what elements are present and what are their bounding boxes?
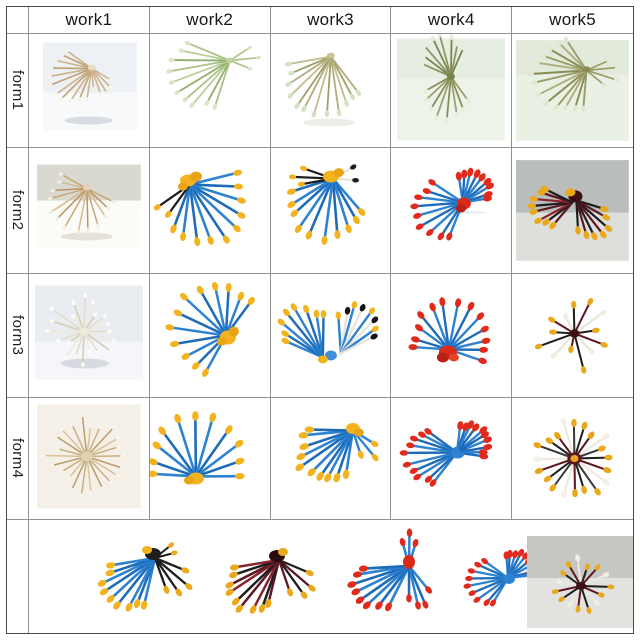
cell-form1-work5: [512, 34, 633, 148]
cell-form3-work4: [391, 274, 513, 398]
cell-form3-work1: [29, 274, 150, 398]
row-header-form4: form4: [7, 398, 29, 520]
cell-form2-work5: [512, 148, 633, 274]
column-header-work1: work1: [29, 7, 150, 34]
cell-form2-work2: [149, 148, 271, 274]
bottom-sculpture-5: [527, 536, 633, 628]
row-header-form3: form3: [7, 274, 29, 398]
column-header-work4: work4: [391, 7, 513, 34]
corner-cell: [7, 7, 29, 34]
cell-form3-work3: [270, 274, 392, 398]
row-header-form1: form1: [7, 34, 29, 148]
comparison-table: work1 work2 work3 work4 work5 form1 form…: [6, 6, 634, 634]
cell-form1-work1: [29, 34, 150, 148]
column-header-work3: work3: [270, 7, 392, 34]
cell-form1-work3: [270, 34, 392, 148]
cell-form1-work4: [391, 34, 513, 148]
bottom-row-label-cell: [7, 520, 29, 633]
bottom-sculpture-1: [63, 530, 201, 630]
bottom-sculpture-2: [189, 532, 331, 630]
cell-form3-work5: [512, 274, 633, 398]
bottom-row-merged-cell: [29, 520, 633, 633]
cell-form4-work3: [270, 398, 392, 520]
cell-form4-work2: [149, 398, 271, 520]
bottom-sculpture-3: [321, 526, 451, 630]
column-header-work2: work2: [149, 7, 271, 34]
cell-form2-work4: [391, 148, 513, 274]
row-header-form2: form2: [7, 148, 29, 274]
cell-form4-work4: [391, 398, 513, 520]
cell-form3-work2: [149, 274, 271, 398]
cell-form2-work1: [29, 148, 150, 274]
cell-form4-work5: [512, 398, 633, 520]
cell-form4-work1: [29, 398, 150, 520]
cell-form1-work2: [149, 34, 271, 148]
cell-form2-work3: [270, 148, 392, 274]
column-header-work5: work5: [512, 7, 633, 34]
